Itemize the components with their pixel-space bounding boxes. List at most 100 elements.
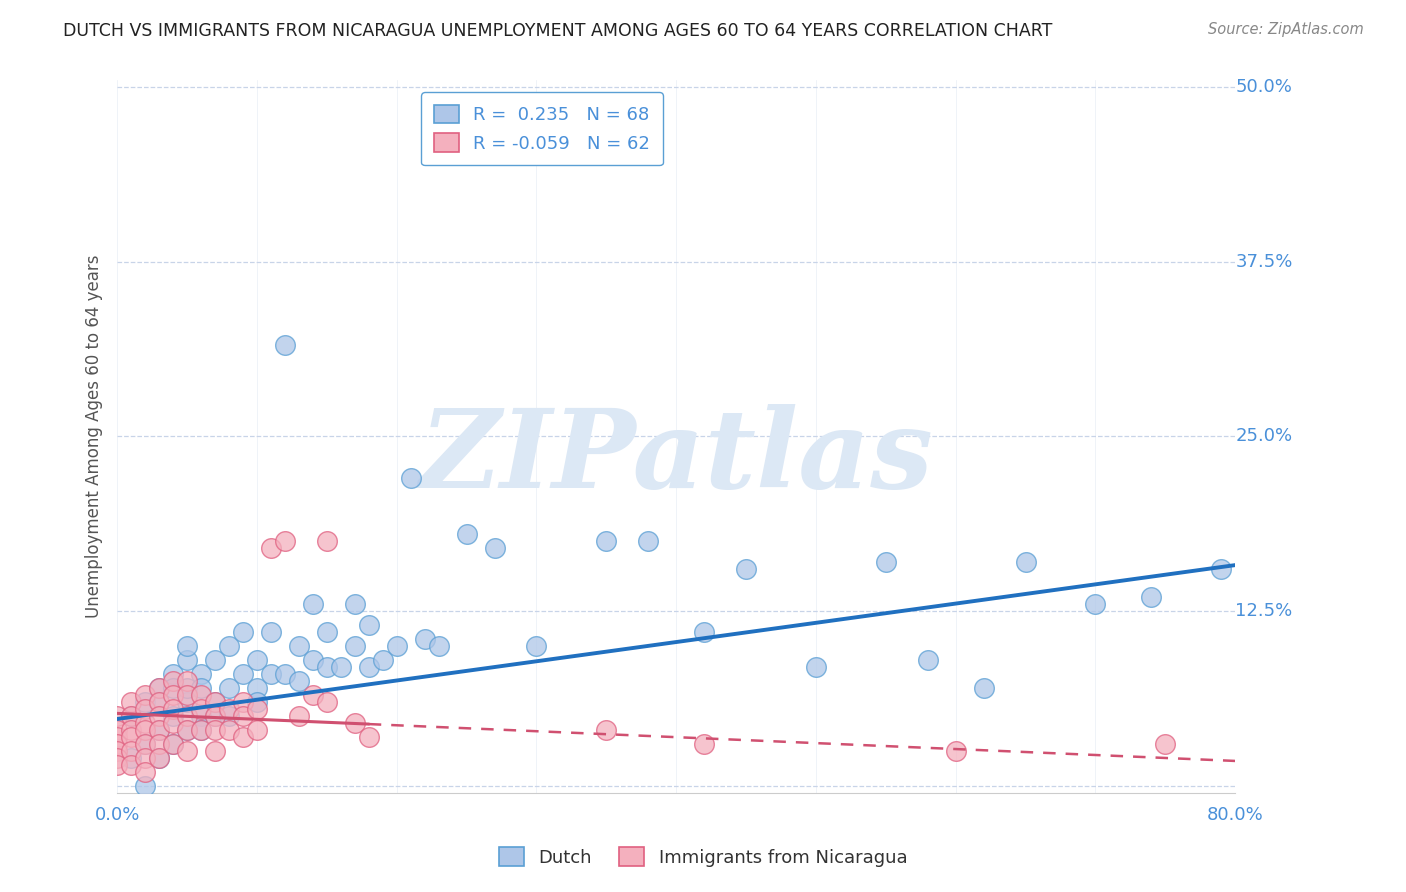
Point [162,716,184,731]
Point [134,737,156,751]
Point [176,681,198,696]
Point [162,681,184,696]
Point [945,744,967,758]
Point [162,709,184,723]
Point [260,625,283,640]
Point [875,555,897,569]
Point [190,723,212,738]
Point [456,527,478,541]
Point [357,730,380,744]
Point [204,695,226,709]
Point [176,744,198,758]
Point [148,681,170,696]
Point [413,632,436,647]
Point [302,597,325,611]
Point [120,730,142,744]
Point [148,751,170,765]
Point [1014,555,1036,569]
Point [232,625,254,640]
Point [120,695,142,709]
Point [120,709,142,723]
Point [162,667,184,681]
Point [190,709,212,723]
Point [204,709,226,723]
Point [162,737,184,751]
Point [148,737,170,751]
Point [134,688,156,702]
Point [218,723,240,738]
Point [105,758,128,772]
Point [204,744,226,758]
Point [176,695,198,709]
Point [176,688,198,702]
Point [343,639,366,653]
Point [204,695,226,709]
Point [526,639,548,653]
Point [595,534,617,549]
Point [120,709,142,723]
Point [134,723,156,738]
Point [120,758,142,772]
Text: DUTCH VS IMMIGRANTS FROM NICARAGUA UNEMPLOYMENT AMONG AGES 60 TO 64 YEARS CORREL: DUTCH VS IMMIGRANTS FROM NICARAGUA UNEMP… [63,22,1053,40]
Text: 0.0%: 0.0% [94,806,139,824]
Point [105,723,128,738]
Text: 25.0%: 25.0% [1236,427,1292,445]
Point [288,639,311,653]
Point [329,660,352,674]
Point [134,702,156,716]
Point [232,667,254,681]
Point [274,534,297,549]
Point [260,541,283,556]
Point [120,744,142,758]
Point [735,562,758,576]
Point [218,639,240,653]
Point [302,653,325,667]
Point [190,702,212,716]
Point [804,660,827,674]
Text: Source: ZipAtlas.com: Source: ZipAtlas.com [1208,22,1364,37]
Point [232,695,254,709]
Point [260,667,283,681]
Text: 50.0%: 50.0% [1236,78,1292,95]
Point [204,709,226,723]
Point [218,702,240,716]
Point [134,695,156,709]
Point [105,744,128,758]
Point [105,730,128,744]
Point [190,723,212,738]
Point [176,674,198,689]
Text: 12.5%: 12.5% [1236,602,1292,620]
Point [1140,591,1163,605]
Y-axis label: Unemployment Among Ages 60 to 64 years: Unemployment Among Ages 60 to 64 years [86,254,103,618]
Point [357,618,380,632]
Point [315,660,337,674]
Point [288,674,311,689]
Point [134,737,156,751]
Point [232,709,254,723]
Point [232,730,254,744]
Point [190,681,212,696]
Point [1154,737,1177,751]
Point [162,702,184,716]
Point [134,751,156,765]
Point [148,695,170,709]
Point [176,653,198,667]
Point [1211,562,1233,576]
Point [1084,597,1107,611]
Point [162,688,184,702]
Point [693,737,716,751]
Point [246,653,269,667]
Point [637,534,659,549]
Point [246,702,269,716]
Point [274,667,297,681]
Point [176,709,198,723]
Point [134,765,156,780]
Point [134,779,156,793]
Point [399,471,422,485]
Point [973,681,995,696]
Point [162,737,184,751]
Point [105,737,128,751]
Point [288,709,311,723]
Point [148,751,170,765]
Point [190,667,212,681]
